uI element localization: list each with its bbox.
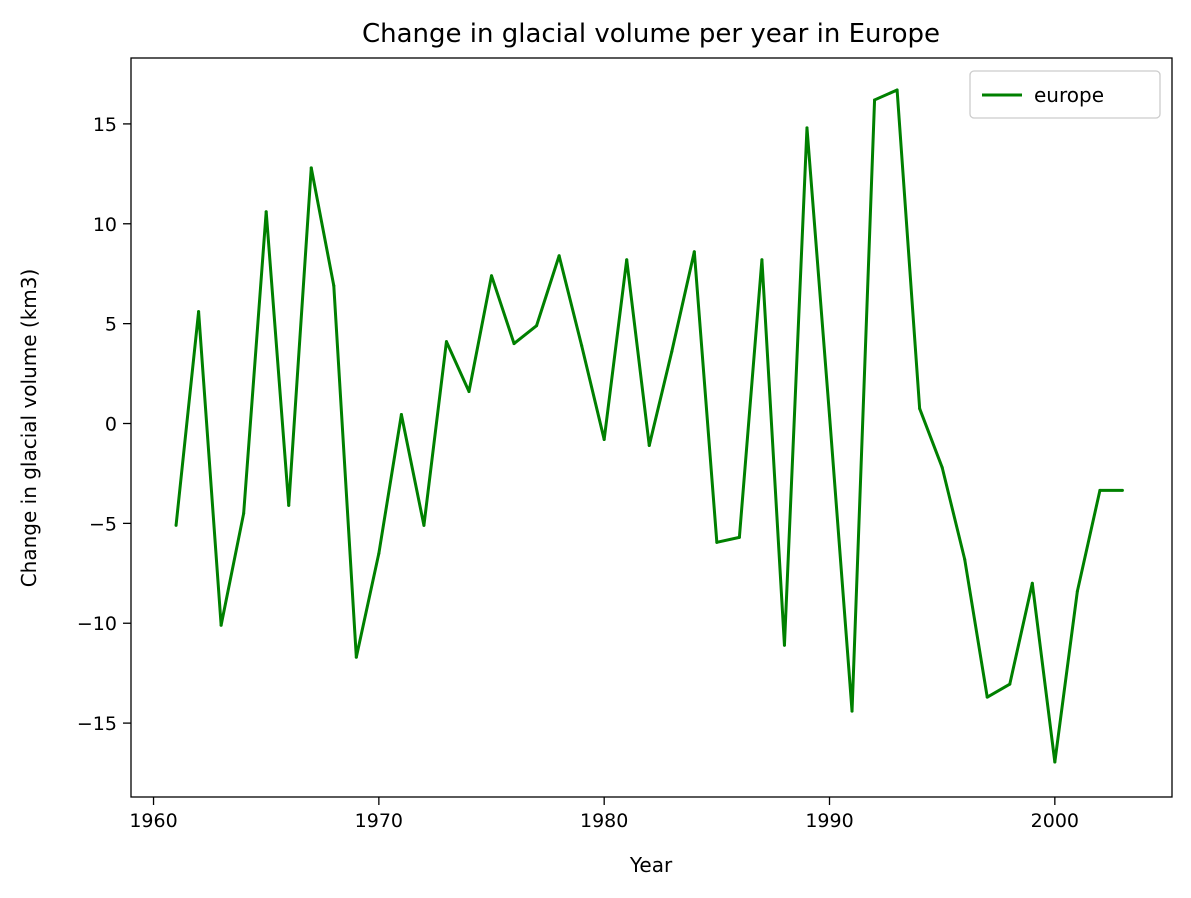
data-point-2000 [1053, 760, 1057, 764]
x-axis-label: Year [629, 853, 673, 877]
data-point-1982 [647, 443, 651, 447]
data-point-1988 [782, 643, 786, 647]
data-point-1994 [918, 407, 922, 411]
data-point-1992 [873, 98, 877, 102]
x-tick-label: 1960 [129, 810, 177, 832]
x-tick-label: 2000 [1031, 810, 1079, 832]
data-point-1968 [332, 284, 336, 288]
data-point-1986 [737, 535, 741, 539]
data-point-1964 [242, 511, 246, 515]
data-point-1981 [625, 258, 629, 262]
y-tick-label: 0 [105, 414, 117, 436]
data-point-1975 [490, 274, 494, 278]
data-point-1979 [580, 344, 584, 348]
data-point-1990 [828, 414, 832, 418]
data-point-1970 [377, 551, 381, 555]
data-point-1993 [895, 88, 899, 92]
data-point-2002 [1098, 488, 1102, 492]
x-tick-label: 1990 [805, 810, 853, 832]
data-point-1965 [264, 210, 268, 214]
y-tick-label: 10 [93, 214, 117, 236]
data-point-1966 [287, 503, 291, 507]
y-tick-label: −15 [77, 713, 117, 735]
data-point-1967 [309, 166, 313, 170]
y-axis: −15 −10 −5 0 5 10 15 [77, 114, 131, 735]
x-tick-label: 1980 [580, 810, 628, 832]
data-point-1971 [399, 413, 403, 417]
data-point-1972 [422, 523, 426, 527]
chart-title: Change in glacial volume per year in Eur… [362, 19, 940, 49]
data-point-1963 [219, 623, 223, 627]
data-point-1985 [715, 540, 719, 544]
data-point-1983 [670, 350, 674, 354]
data-point-1999 [1030, 581, 1034, 585]
data-point-2001 [1075, 589, 1079, 593]
data-point-1995 [940, 465, 944, 469]
data-point-2003 [1120, 488, 1124, 492]
data-point-1961 [174, 523, 178, 527]
x-tick-label: 1970 [355, 810, 403, 832]
data-point-1987 [760, 258, 764, 262]
y-tick-label: 5 [105, 314, 117, 336]
series-layer [174, 88, 1124, 764]
data-point-1984 [692, 250, 696, 254]
y-tick-label: 15 [93, 114, 117, 136]
data-point-1974 [467, 390, 471, 394]
data-point-1989 [805, 126, 809, 130]
data-point-1998 [1008, 682, 1012, 686]
data-point-1991 [850, 709, 854, 713]
plot-frame [130, 57, 1173, 798]
legend-box [969, 70, 1161, 119]
data-point-1969 [354, 655, 358, 659]
data-point-1980 [602, 437, 606, 441]
y-tick-label: −10 [77, 613, 117, 635]
y-axis-label: Change in glacial volume (km3) [17, 269, 41, 588]
x-axis: 1960 1970 1980 1990 2000 [129, 797, 1079, 832]
data-point-1973 [444, 340, 448, 344]
data-point-1997 [985, 695, 989, 699]
data-point-1977 [535, 324, 539, 328]
data-point-1996 [963, 557, 967, 561]
legend-label: europe [1034, 83, 1104, 107]
legend: europe [969, 70, 1161, 119]
data-point-1978 [557, 254, 561, 258]
y-tick-label: −5 [89, 513, 117, 535]
data-point-1976 [512, 342, 516, 346]
data-point-1962 [197, 310, 201, 314]
